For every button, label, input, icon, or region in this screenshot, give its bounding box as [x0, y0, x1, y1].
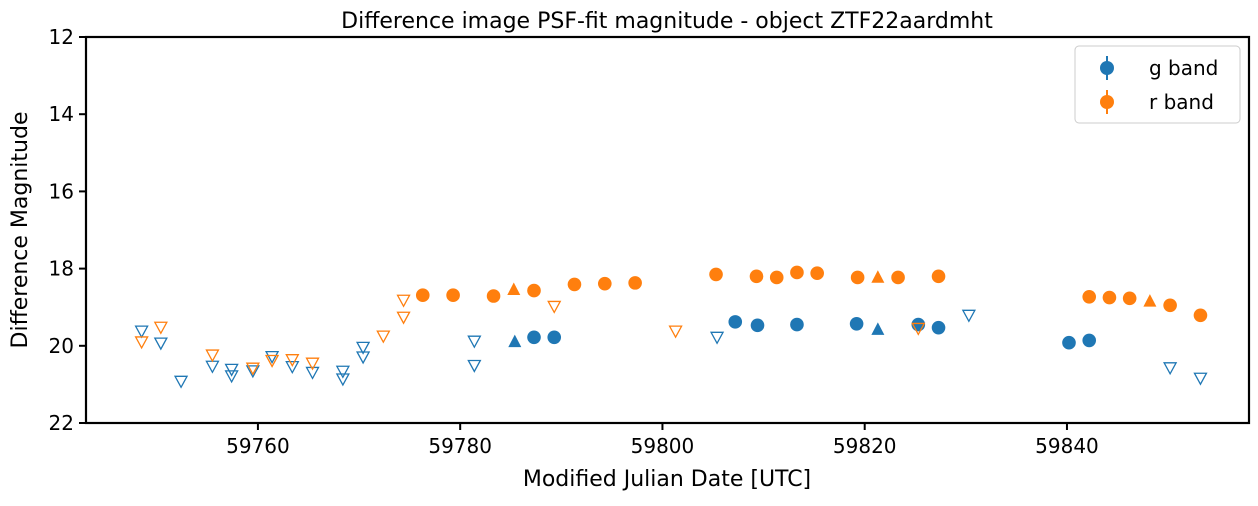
upper-limit-marker	[264, 354, 280, 368]
y-tick-label: 20	[49, 334, 74, 358]
y-tick-label: 14	[49, 102, 74, 126]
y-tick-label: 12	[49, 25, 74, 49]
upper-limit-marker	[396, 294, 411, 308]
upper-limit-marker	[205, 349, 220, 363]
y-tick-label: 18	[49, 257, 74, 281]
detection-point	[1062, 335, 1076, 350]
legend-marker	[1100, 95, 1114, 109]
legend-items: g band r band	[1100, 56, 1218, 114]
upper-limit-marker	[264, 350, 280, 364]
y-tick-label: 22	[49, 411, 74, 435]
detection-point	[709, 267, 723, 282]
x-tick-label: 59760	[226, 434, 290, 458]
upper-limit-marker	[245, 362, 260, 376]
detection-point	[850, 270, 865, 285]
detection-point	[1102, 290, 1117, 305]
upper-limit-marker	[224, 370, 239, 384]
detection-point	[790, 265, 804, 280]
upper-limit-marker	[245, 365, 260, 379]
detection-point	[628, 276, 642, 290]
upper-limit-marker	[224, 363, 239, 377]
x-tick-label: 59820	[833, 434, 897, 458]
detection-point	[790, 317, 804, 332]
x-tick-label: 59780	[428, 434, 492, 458]
detection-point	[1193, 308, 1208, 323]
detection-point	[769, 270, 784, 285]
x-axis-ticks: 59760 59780 59800 59820 59840	[226, 423, 1099, 458]
y-axis-label: Difference Magnitude	[8, 112, 33, 349]
upper-limit-marker	[134, 325, 149, 339]
upper-limit-marker	[1193, 372, 1208, 386]
upper-limit-marker	[134, 336, 149, 350]
x-tick-label: 59840	[1035, 434, 1099, 458]
upper-limit-marker	[467, 335, 482, 349]
detection-point	[597, 276, 612, 291]
detection-point	[891, 270, 905, 285]
x-axis-label: Modified Julian Date [UTC]	[523, 467, 811, 492]
y-axis-ticks: 12 14 16 18 20 22	[49, 25, 86, 435]
detection-point	[810, 266, 824, 281]
upper-limit-marker	[467, 359, 482, 373]
upper-limit-marker	[285, 354, 300, 368]
lower-limit-marker	[508, 334, 522, 348]
upper-limit-marker	[305, 357, 320, 371]
legend-box	[1074, 45, 1241, 124]
upper-limit-marker	[173, 375, 189, 389]
upper-limit-marker	[335, 365, 350, 379]
legend-label: g band	[1149, 56, 1218, 80]
lower-limit-marker	[507, 282, 521, 296]
upper-limit-marker	[709, 331, 725, 345]
upper-limit-marker	[961, 309, 976, 323]
detection-point	[1163, 298, 1177, 313]
upper-limit-marker	[335, 373, 350, 387]
upper-limit-marker	[668, 325, 683, 339]
detection-point	[547, 330, 562, 345]
upper-limit-marker	[376, 330, 391, 344]
detection-point	[527, 330, 541, 345]
upper-limit-marker	[1163, 362, 1178, 376]
lower-limit-marker	[871, 322, 885, 335]
upper-limit-marker	[356, 341, 371, 355]
data-points	[134, 265, 1208, 389]
detection-point	[446, 288, 460, 303]
upper-limit-marker	[396, 311, 411, 325]
detection-point	[728, 315, 743, 329]
legend-marker	[1100, 61, 1114, 75]
legend-label: r band	[1149, 90, 1214, 114]
detection-point	[849, 316, 864, 331]
legend: g band r band	[1074, 45, 1241, 124]
chart-title: Difference image PSF-fit magnitude - obj…	[341, 9, 993, 34]
detection-point	[1082, 289, 1097, 304]
x-tick-label: 59800	[631, 434, 695, 458]
upper-limit-marker	[153, 337, 168, 351]
detection-point	[1122, 291, 1137, 306]
detection-point	[527, 283, 541, 298]
upper-limit-marker	[911, 322, 926, 336]
detection-point	[567, 277, 582, 292]
plot-area-frame	[84, 35, 1251, 425]
upper-limit-marker	[547, 300, 562, 314]
detection-point	[415, 288, 430, 303]
lower-limit-marker	[1143, 294, 1157, 307]
lower-limit-marker	[871, 270, 885, 283]
detection-point	[931, 269, 946, 284]
upper-limit-marker	[285, 360, 300, 375]
detection-point	[931, 320, 946, 335]
detection-point	[750, 318, 765, 333]
upper-limit-marker	[305, 366, 320, 380]
upper-limit-marker	[205, 360, 220, 374]
detection-point	[486, 289, 501, 303]
detection-point	[749, 269, 764, 284]
detection-point	[1082, 333, 1097, 348]
y-tick-label: 16	[49, 179, 74, 203]
upper-limit-marker	[153, 321, 168, 335]
upper-limit-marker	[356, 351, 371, 365]
